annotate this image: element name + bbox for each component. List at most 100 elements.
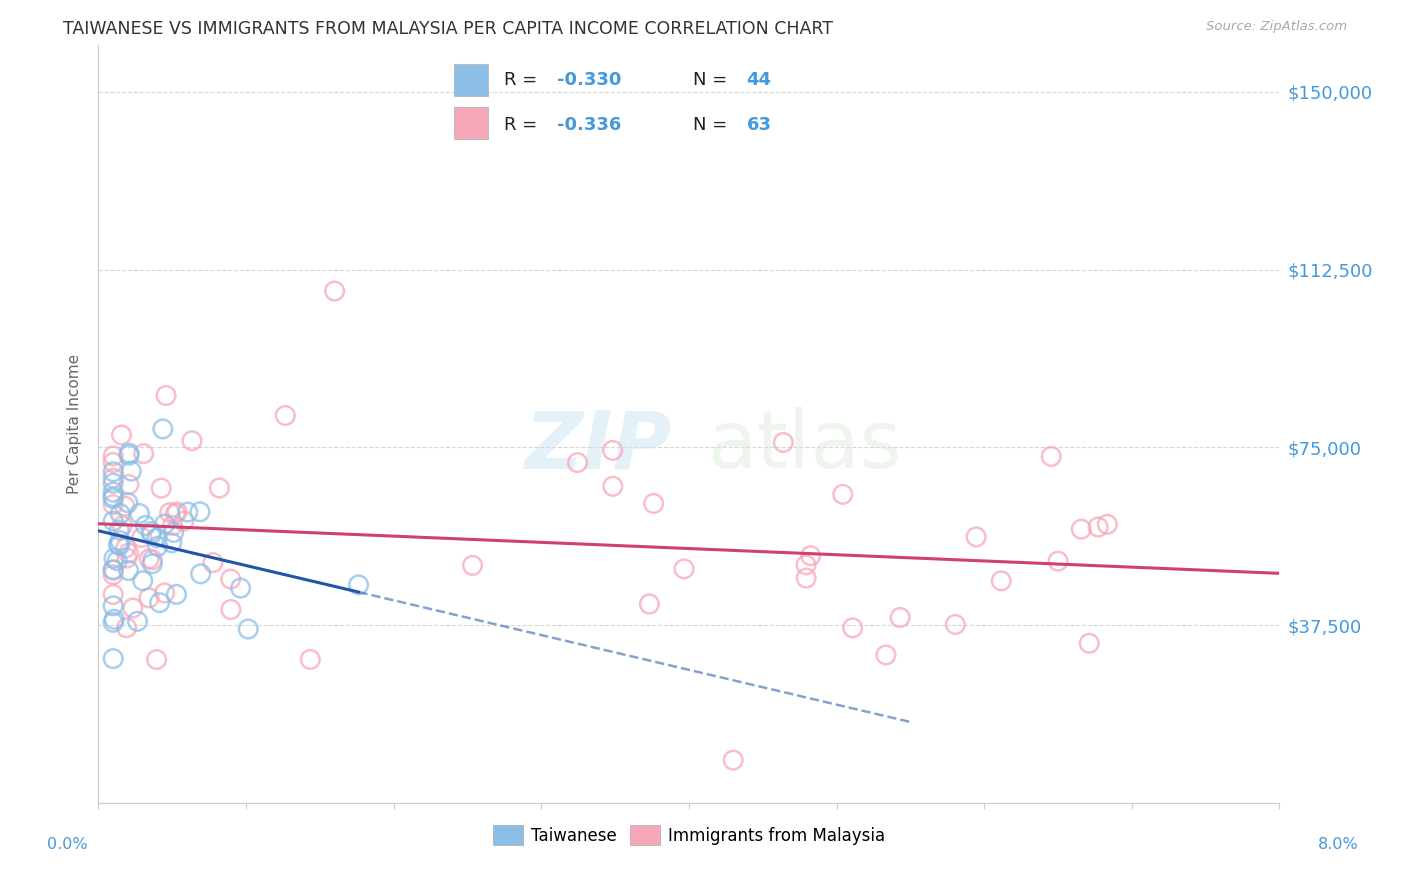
Point (602, 443, 624, 458)
Point (138, 591, 160, 605)
Point (841, 621, 863, 635)
Point (128, 507, 150, 521)
Point (103, 476, 125, 491)
Point (108, 523, 131, 537)
Point (723, 753, 745, 767)
Point (103, 498, 125, 512)
Text: R =: R = (503, 71, 543, 89)
Point (107, 537, 129, 551)
Point (115, 621, 138, 635)
Point (103, 485, 125, 500)
Point (103, 449, 125, 463)
Point (103, 567, 125, 582)
Point (111, 518, 134, 533)
Point (118, 477, 141, 491)
Point (889, 610, 911, 624)
Point (166, 505, 188, 519)
Point (188, 505, 211, 519)
Point (110, 428, 132, 442)
Point (146, 539, 169, 553)
Point (190, 566, 212, 581)
Point (149, 596, 172, 610)
Point (141, 557, 163, 571)
Point (1046, 554, 1070, 568)
Point (274, 409, 297, 423)
Point (990, 574, 1012, 588)
Point (118, 448, 141, 462)
Point (117, 564, 139, 578)
Point (118, 446, 141, 460)
Point (159, 506, 181, 520)
Text: N =: N = (693, 116, 734, 134)
Point (152, 422, 174, 436)
Bar (454, 107, 488, 139)
Point (1087, 520, 1109, 534)
Point (800, 549, 823, 563)
Point (103, 612, 125, 626)
Point (150, 481, 173, 495)
Point (155, 388, 177, 402)
Point (208, 481, 231, 495)
Text: Source: ZipAtlas.com: Source: ZipAtlas.com (1206, 20, 1347, 33)
Text: R =: R = (503, 116, 543, 134)
Point (638, 597, 661, 611)
Point (138, 552, 160, 566)
Point (127, 615, 149, 629)
Point (121, 601, 143, 615)
Point (567, 456, 589, 470)
Point (117, 496, 139, 510)
Point (103, 599, 125, 613)
Point (299, 652, 322, 666)
Point (162, 518, 184, 533)
Text: 44: 44 (747, 71, 772, 89)
Point (103, 615, 125, 630)
Point (323, 284, 346, 298)
Point (103, 563, 125, 577)
Point (103, 514, 125, 528)
Text: TAIWANESE VS IMMIGRANTS FROM MALAYSIA PER CAPITA INCOME CORRELATION CHART: TAIWANESE VS IMMIGRANTS FROM MALAYSIA PE… (63, 20, 834, 37)
Point (943, 617, 966, 632)
Point (115, 551, 138, 566)
Point (114, 499, 136, 513)
Point (132, 447, 155, 461)
Point (146, 531, 169, 545)
Point (219, 572, 242, 586)
Point (165, 507, 187, 521)
Point (153, 586, 176, 600)
Point (105, 554, 128, 568)
Point (120, 464, 142, 478)
Point (141, 524, 163, 539)
Point (132, 574, 155, 588)
Point (103, 471, 125, 485)
Text: 0.0%: 0.0% (48, 838, 87, 852)
Point (875, 648, 897, 662)
Point (103, 455, 125, 469)
Point (673, 562, 696, 576)
Point (117, 546, 139, 560)
Text: -0.330: -0.330 (557, 71, 621, 89)
Point (461, 558, 484, 573)
Point (114, 541, 136, 555)
Bar (454, 64, 488, 96)
Point (110, 507, 132, 521)
Point (141, 527, 163, 541)
Point (103, 465, 125, 479)
Point (772, 435, 794, 450)
Point (181, 434, 204, 448)
Point (103, 587, 125, 601)
Text: 8.0%: 8.0% (1319, 838, 1358, 852)
Point (103, 490, 125, 504)
Point (1070, 522, 1092, 536)
Point (602, 479, 624, 493)
Point (643, 496, 665, 510)
Point (347, 578, 370, 592)
Point (219, 602, 242, 616)
Point (141, 553, 163, 567)
Point (145, 652, 167, 666)
Point (103, 563, 125, 577)
Point (166, 587, 188, 601)
Point (163, 525, 186, 540)
Point (103, 551, 125, 566)
Point (1078, 636, 1101, 650)
Text: atlas: atlas (707, 408, 901, 485)
